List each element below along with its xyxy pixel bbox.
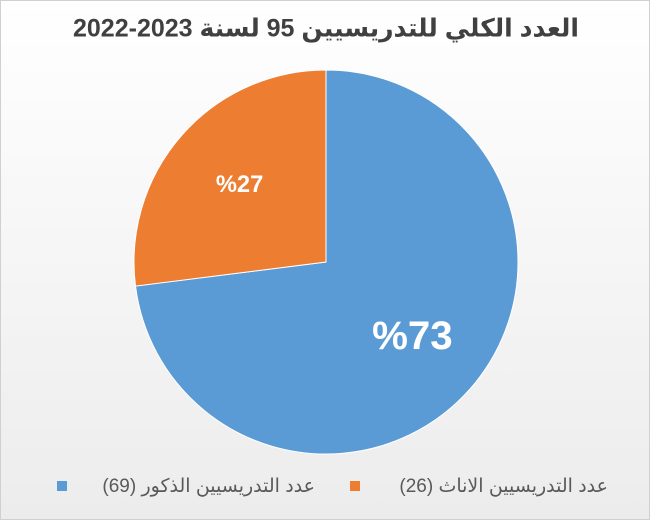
legend-label: عدد التدريسيين الذكور (69) (102, 476, 315, 497)
chart-title: العدد الكلي للتدريسيين 95 لسنة 2023-2022 (73, 15, 579, 44)
pie-slice (134, 69, 519, 455)
legend-swatch (57, 481, 67, 491)
legend-label: عدد التدريسيين الاناث (26) (399, 476, 608, 497)
pie-slice (133, 69, 327, 287)
data-label: %73 (372, 313, 453, 358)
legend-swatch (350, 481, 360, 491)
data-label: %27 (216, 172, 263, 198)
